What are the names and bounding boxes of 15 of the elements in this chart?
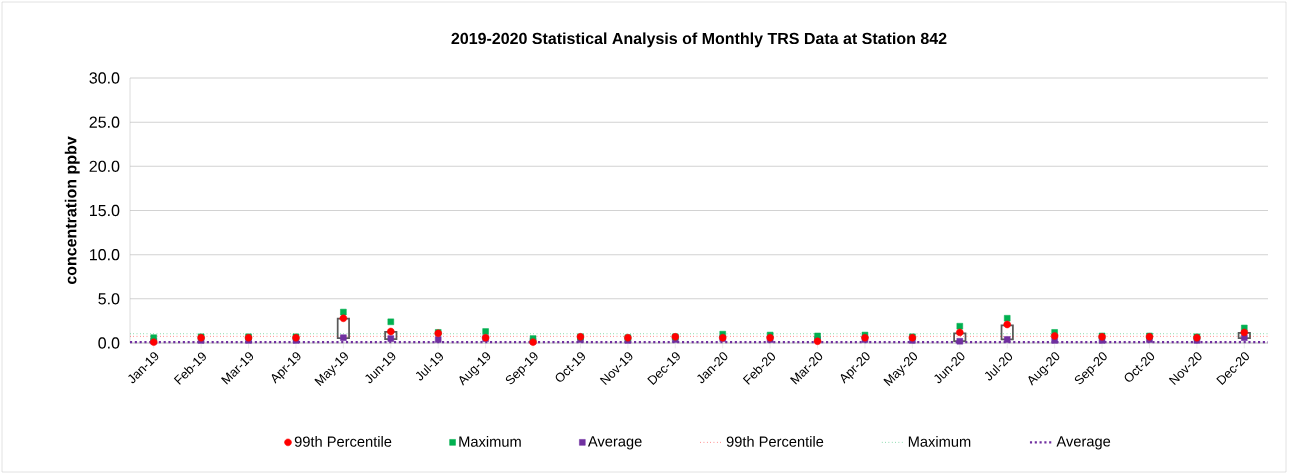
y-tick-label: 5.0 xyxy=(98,293,120,305)
legend-label: Average xyxy=(587,436,642,450)
y-tick-label: 30.0 xyxy=(89,72,120,84)
y-tick-label: 10.0 xyxy=(90,249,120,261)
y-tick-label: 15.0 xyxy=(90,204,120,217)
y-axis-title: concentration ppbv xyxy=(64,136,80,285)
y-tick-label: 0.0 xyxy=(98,337,120,349)
legend-label: Maximum xyxy=(908,436,971,447)
y-tick-label: 25.0 xyxy=(89,116,120,128)
y-tick-label: 20.0 xyxy=(89,160,120,172)
legend-label: 99th Percentile xyxy=(294,436,392,447)
legend-label: Average xyxy=(1056,436,1111,450)
legend-label: 99th Percentile xyxy=(726,436,824,447)
chart-title: 2019-2020 Statistical Analysis of Monthly TRS Data at Station 842 xyxy=(451,32,947,48)
legend-label: Maximum xyxy=(459,436,521,447)
